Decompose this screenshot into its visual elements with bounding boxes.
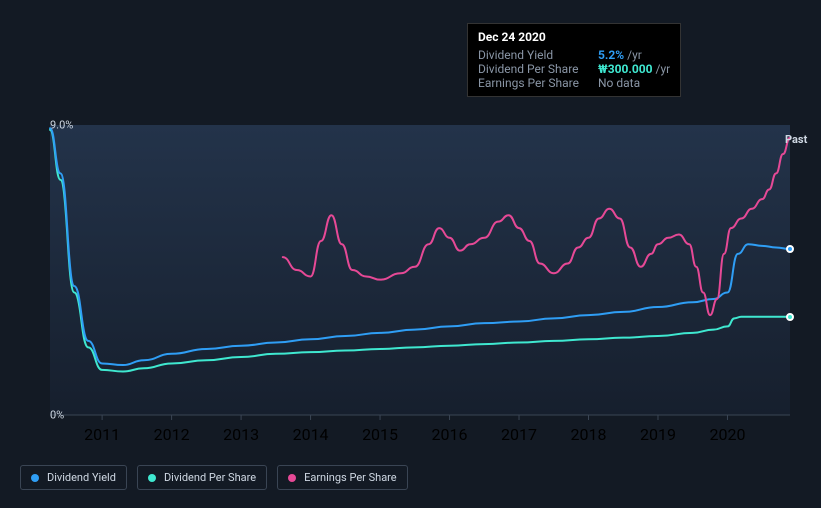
tooltip-value: 5.2%/yr — [598, 48, 642, 62]
legend-item-dividend-per-share[interactable]: Dividend Per Share — [137, 465, 267, 490]
tooltip-value: No data — [598, 76, 640, 90]
tooltip-row: Earnings Per Share No data — [478, 76, 670, 90]
chart-container: Past 9.0%0% 2011201220132014201520162017… — [20, 110, 805, 440]
legend-item-dividend-yield[interactable]: Dividend Yield — [20, 465, 127, 490]
dividend_per_share-end-dot[interactable] — [786, 313, 794, 321]
x-axis-label: 2020 — [709, 425, 745, 444]
past-label: Past — [785, 133, 807, 146]
tooltip-value: ₩300.000/yr — [598, 62, 670, 76]
legend: Dividend Yield Dividend Per Share Earnings… — [20, 465, 408, 490]
tooltip-row: Dividend Per Share ₩300.000/yr — [478, 62, 670, 76]
x-axis-label: 2019 — [640, 425, 676, 444]
x-axis-label: 2011 — [84, 425, 120, 444]
tooltip-row: Dividend Yield 5.2%/yr — [478, 48, 670, 62]
x-axis-label: 2014 — [293, 425, 329, 444]
y-axis-label: 9.0% — [50, 119, 60, 132]
x-axis-label: 2018 — [571, 425, 607, 444]
legend-dot-icon — [288, 474, 296, 482]
tooltip-label: Dividend Yield — [478, 48, 598, 62]
legend-label: Earnings Per Share — [304, 471, 397, 484]
legend-dot-icon — [148, 474, 156, 482]
legend-label: Dividend Yield — [47, 471, 116, 484]
x-axis-label: 2015 — [362, 425, 398, 444]
tooltip-label: Earnings Per Share — [478, 76, 598, 90]
legend-item-earnings-per-share[interactable]: Earnings Per Share — [277, 465, 408, 490]
legend-dot-icon — [31, 474, 39, 482]
x-axis-label: 2012 — [154, 425, 190, 444]
x-axis-label: 2017 — [501, 425, 537, 444]
tooltip-label: Dividend Per Share — [478, 62, 598, 76]
x-axis-label: 2013 — [223, 425, 259, 444]
x-axis-label: 2016 — [432, 425, 468, 444]
dividend_yield-end-dot[interactable] — [786, 245, 794, 253]
chart-tooltip: Dec 24 2020 Dividend Yield 5.2%/yr Divid… — [467, 23, 681, 97]
chart-svg — [20, 110, 805, 440]
y-axis-label: 0% — [50, 409, 60, 422]
legend-label: Dividend Per Share — [164, 471, 256, 484]
tooltip-title: Dec 24 2020 — [478, 30, 670, 44]
